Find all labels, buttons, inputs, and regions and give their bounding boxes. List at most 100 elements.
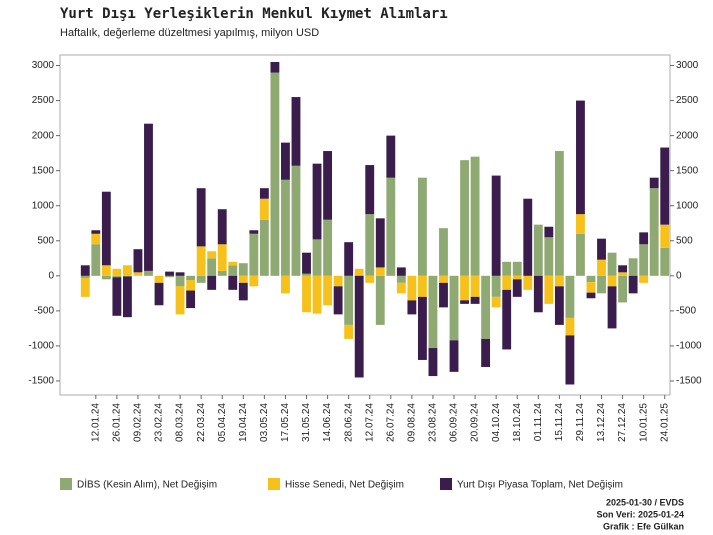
- x-tick-label: 13.12.24: [596, 403, 607, 442]
- bar-segment: [259, 219, 269, 276]
- bar-segment: [470, 275, 480, 297]
- bar-segment: [165, 271, 174, 276]
- bar-segment: [80, 277, 90, 297]
- x-tick-label: 06.09.24: [449, 403, 460, 442]
- bar-segment: [91, 233, 101, 245]
- note: Son Veri: 2025-01-24: [596, 509, 684, 519]
- bar-segment: [312, 163, 322, 240]
- bar-segment: [565, 335, 575, 385]
- bar-segment: [175, 272, 185, 276]
- bar-segment: [144, 123, 153, 271]
- legend-label: Yurt Dışı Piyasa Toplam, Net Değişim: [457, 480, 623, 491]
- y-tick-label: 2000: [32, 130, 55, 141]
- y2-tick-label: 0: [676, 270, 682, 281]
- y-tick-label: 3000: [32, 60, 55, 71]
- bar-segment: [512, 261, 522, 276]
- bar-segment: [259, 188, 269, 199]
- x-tick-label: 19.04.24: [238, 403, 249, 442]
- bar-segment: [597, 275, 606, 294]
- y2-tick-label: 2500: [676, 95, 699, 106]
- x-tick-label: 05.04.24: [217, 403, 228, 442]
- bar-segment: [344, 324, 354, 339]
- bar-segment: [607, 252, 617, 276]
- bar-segment: [323, 151, 333, 220]
- bar-segment: [597, 259, 606, 276]
- bar-segment: [112, 275, 122, 278]
- bar-segment: [281, 142, 290, 180]
- bar-segment: [144, 270, 153, 276]
- x-tick-label: 12.07.24: [364, 403, 375, 442]
- bar-segment: [502, 275, 512, 290]
- y2-tick-label: 1500: [676, 165, 699, 176]
- bar-segment: [302, 273, 311, 276]
- x-tick-label: 15.11.24: [554, 403, 565, 442]
- bar-segment: [660, 224, 670, 248]
- bar-segment: [228, 261, 238, 266]
- bar-segment: [660, 247, 670, 276]
- bar-segment: [491, 275, 501, 297]
- bar-segment: [396, 275, 406, 283]
- bar-segment: [217, 244, 227, 271]
- note: 2025-01-30 / EVDS: [606, 497, 684, 507]
- bar-segment: [554, 286, 564, 325]
- bar-segment: [639, 275, 649, 283]
- bar-segment: [481, 275, 491, 339]
- bar-segment: [249, 275, 259, 287]
- bar-segment: [238, 263, 248, 276]
- x-tick-label: 09.02.24: [133, 403, 144, 442]
- y-tick-label: 500: [37, 235, 54, 246]
- bar-segment: [365, 275, 375, 283]
- bar-segment: [228, 265, 238, 276]
- bar-segment: [439, 228, 448, 276]
- x-tick-label: 31.05.24: [301, 403, 312, 442]
- bar-segment: [154, 275, 164, 283]
- bar-segment: [576, 100, 585, 215]
- bar-segment: [512, 275, 522, 280]
- x-tick-label: 12.01.24: [90, 403, 101, 442]
- bar-segment: [618, 272, 628, 276]
- bar-segment: [217, 270, 227, 276]
- bar-segment: [375, 267, 385, 276]
- x-tick-label: 27.12.24: [617, 403, 628, 442]
- bar-segment: [649, 188, 659, 276]
- legend-swatch: [440, 478, 452, 490]
- bar-segment: [333, 275, 343, 287]
- bar-segment: [502, 261, 512, 276]
- bar-segment: [470, 296, 480, 304]
- x-tick-label: 01.11.24: [533, 403, 544, 442]
- bar-segment: [238, 275, 248, 283]
- bar-segment: [291, 165, 301, 276]
- bar-segment: [470, 156, 480, 276]
- bar-segment: [554, 151, 564, 276]
- x-tick-label: 09.08.24: [407, 403, 418, 442]
- bar-segment: [196, 275, 206, 283]
- plot-frame: [59, 54, 671, 396]
- bar-segment: [323, 275, 333, 306]
- bar-segment: [523, 198, 533, 276]
- bar-segment: [460, 300, 469, 304]
- bar-segment: [323, 219, 333, 276]
- bar-segment: [312, 275, 322, 314]
- bar-segment: [249, 230, 259, 234]
- bar-segment: [228, 275, 238, 290]
- bar-segment: [428, 348, 438, 377]
- bar-segment: [618, 275, 628, 303]
- y2-tick-label: 3000: [676, 60, 699, 71]
- x-tick-label: 08.03.24: [175, 403, 186, 442]
- bar-segment: [649, 177, 659, 189]
- bar-segment: [544, 237, 554, 276]
- y-tick-label: 2500: [32, 95, 55, 106]
- bar-segment: [628, 258, 638, 276]
- bar-segment: [354, 275, 364, 378]
- bar-segment: [354, 268, 364, 276]
- bar-segment: [196, 246, 206, 276]
- bar-segment: [449, 340, 459, 372]
- bar-segment: [91, 230, 101, 234]
- x-tick-label: 14.06.24: [322, 403, 333, 442]
- legend-label: DİBS (Kesin Alım), Net Değişim: [77, 478, 217, 491]
- y2-tick-label: 1000: [676, 200, 699, 211]
- bar-segment: [207, 258, 217, 276]
- bar-segment: [607, 286, 617, 329]
- x-tick-label: 23.02.24: [154, 403, 165, 442]
